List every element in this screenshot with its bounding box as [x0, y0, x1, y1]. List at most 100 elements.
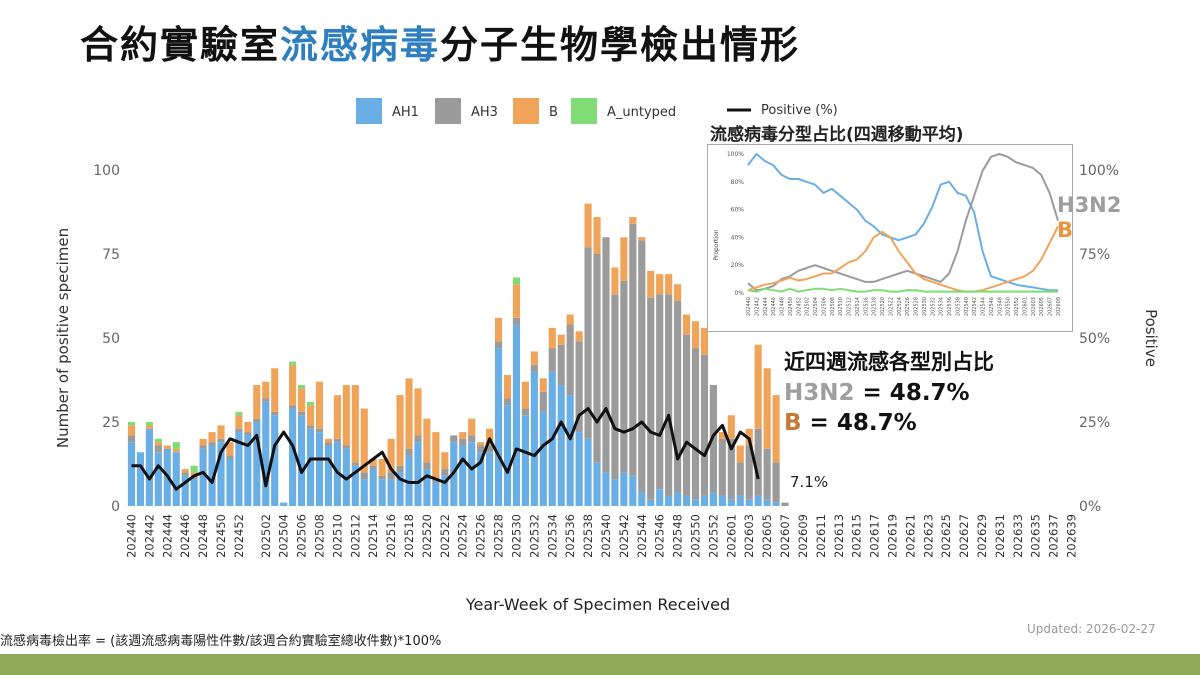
bar-ah3-202503 [271, 411, 279, 416]
bar-ah3-202540 [602, 237, 610, 473]
y-tick-label: 75 [102, 247, 120, 263]
bar-ah1-202542 [620, 472, 628, 506]
bar-ah3-202521 [432, 479, 440, 483]
bar-b-202535 [557, 334, 565, 345]
summary-box: 近四週流感各型別占比 H3N2 = 48.7% B = 48.7% [784, 346, 994, 436]
bar-a_untyped-202505 [289, 361, 297, 365]
bar-b-202451 [226, 442, 234, 456]
x-tick-label: 202621 [903, 514, 917, 558]
bar-b-202528 [494, 317, 503, 342]
summary-b-value: = 48.7% [809, 410, 917, 436]
inset-x-tick-label: 202609 [1056, 297, 1062, 316]
x-tick-label: 202601 [724, 514, 738, 558]
bar-b-202527 [486, 428, 494, 446]
bar-b-202449 [208, 432, 216, 443]
bar-b-202443 [154, 442, 162, 446]
bar-b-202502 [262, 381, 270, 399]
bar-ah1-202541 [611, 479, 619, 506]
bar-ah3-202505 [289, 405, 297, 409]
bar-ah3-202517 [396, 465, 404, 473]
bar-ah3-202537 [575, 341, 583, 433]
x-tick-label: 202528 [492, 514, 506, 558]
bar-ah1-202508 [315, 432, 324, 506]
x-tick-label: 202506 [295, 514, 309, 558]
bar-b-202501 [253, 385, 261, 419]
bar-b-202521 [432, 432, 440, 480]
page-title: 合約實驗室流感病毒分子生物學檢出情形 [80, 23, 801, 67]
inset-x-tick-label: 202536 [947, 297, 953, 316]
inset-x-tick-label: 202528 [914, 297, 920, 316]
inset-x-tick-label: 202546 [989, 297, 995, 316]
inset-y-tick-label: 20% [731, 262, 745, 269]
x-tick-label: 202530 [509, 514, 523, 558]
bar-ah3-202545 [647, 297, 655, 500]
inset-x-tick-label: 202540 [964, 297, 970, 316]
x-tick-label: 202625 [939, 514, 953, 558]
bar-ah1-202516 [387, 479, 395, 506]
y-tick-label: 0 [111, 499, 120, 515]
bar-ah1-202603 [745, 499, 753, 506]
bar-b-202549 [682, 314, 691, 335]
x-tick-label: 202542 [617, 514, 631, 558]
bar-ah3-202513 [360, 472, 368, 480]
bar-ah1-202602 [736, 495, 744, 506]
bar-ah1-202525 [468, 442, 476, 506]
bar-ah1-202453 [244, 435, 252, 506]
bar-ah3-202534 [548, 348, 556, 372]
inset-x-tick-label: 202516 [863, 297, 869, 316]
inset-chart: 流感病毒分型占比(四週移動平均) Proportion 0% 20% 40% 60% 8… [707, 120, 1075, 332]
bar-ah3-202601 [727, 438, 735, 500]
x-tick-label: 202629 [975, 514, 989, 558]
inset-x-tick-label: 202522 [888, 297, 894, 316]
bar-ah1-202517 [396, 472, 404, 506]
bar-ah1-202536 [566, 395, 574, 506]
inset-y-tick-label: 100% [727, 151, 744, 158]
inset-plot-frame: Proportion 0% 20% 40% 60% 80% 100% 202440 20244… [707, 144, 1073, 332]
bar-b-202602 [736, 445, 744, 463]
x-axis-title: Year-Week of Specimen Received [465, 595, 730, 614]
bar-ah3-202511 [342, 445, 350, 449]
bar-ah1-202532 [530, 371, 538, 506]
x-tick-label: 202440 [125, 514, 139, 558]
x-tick-label: 202450 [214, 514, 228, 558]
bar-ah1-202601 [727, 499, 735, 506]
bar-ah1-202529 [503, 405, 512, 506]
bar-ah3-202542 [620, 280, 628, 473]
inset-b-tag: B [1057, 218, 1074, 242]
bar-b-202440 [127, 425, 136, 436]
inset-x-tick-label: 202524 [897, 297, 903, 316]
bar-b-202551 [700, 327, 709, 355]
bar-b-202524 [459, 432, 467, 439]
bar-b-202517 [396, 395, 404, 466]
inset-x-tick-label: 202520 [880, 297, 886, 316]
bar-ah3-202446 [181, 472, 189, 476]
summary-title: 近四週流感各型別占比 [784, 350, 994, 374]
bar-ah1-202535 [557, 385, 565, 506]
bar-ah1-202539 [593, 462, 601, 506]
inset-x-tick-label: 202526 [905, 297, 911, 316]
bar-ah3-202538 [584, 247, 592, 439]
summary-b: B = 48.7% [784, 410, 994, 436]
summary-h3n2-value: = 48.7% [862, 380, 970, 406]
x-tick-label: 202444 [160, 514, 174, 558]
bar-b-202446 [181, 469, 189, 473]
x-tick-label: 202631 [993, 514, 1007, 558]
inset-title: 流感病毒分型占比(四週移動平均) [710, 125, 964, 145]
bar-ah3-202550 [691, 348, 700, 500]
x-tick-label: 202603 [742, 514, 756, 558]
bar-ah1-202549 [682, 495, 691, 506]
x-tick-label: 202518 [402, 514, 416, 558]
bar-ah1-202509 [324, 445, 333, 506]
legend-label-ah3: AH3 [471, 105, 498, 120]
y-axis-title: Number of positive specimen [54, 228, 72, 448]
inset-x-tick-label: 202444 [763, 297, 769, 316]
bar-ah1-202520 [423, 469, 431, 506]
y2-tick-label: 0% [1079, 499, 1101, 515]
x-tick-label: 202544 [635, 514, 649, 558]
last-positive-label: 7.1% [790, 473, 829, 491]
bar-ah1-202512 [351, 465, 359, 506]
inset-line-ah1 [747, 153, 1058, 292]
bar-ah1-202518 [405, 455, 413, 506]
bar-ah3-202440 [127, 435, 136, 443]
bar-ah3-202602 [736, 462, 744, 496]
